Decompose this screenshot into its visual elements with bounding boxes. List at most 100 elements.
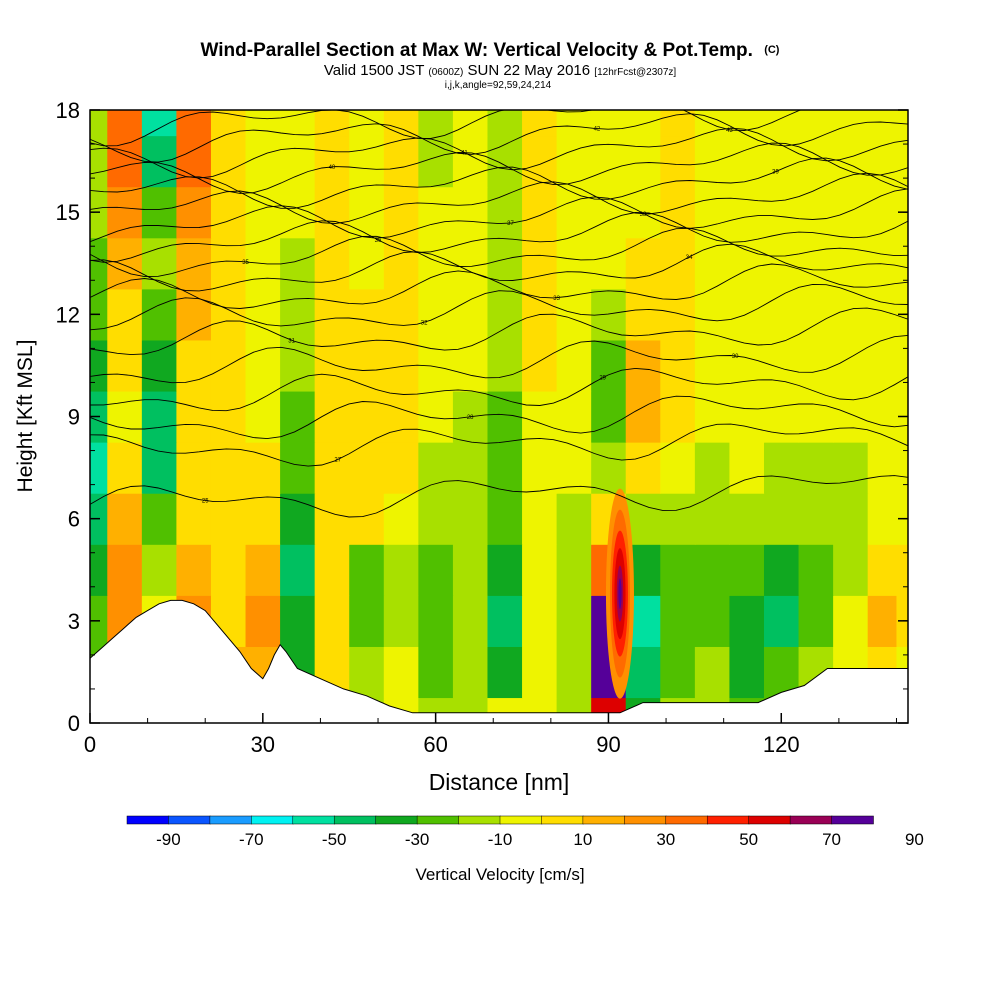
x-tick-label: 30	[251, 732, 275, 757]
colorbar-swatch	[748, 815, 791, 825]
velocity-cell	[314, 390, 350, 443]
x-tick-label: 60	[423, 732, 447, 757]
velocity-cell	[591, 339, 627, 392]
velocity-cell	[210, 390, 247, 443]
theta-contour	[90, 212, 908, 263]
x-tick-label: 0	[84, 732, 96, 757]
velocity-cell	[798, 186, 834, 239]
colorbar-tick-label: 90	[905, 830, 924, 849]
theta-contour-label: 30	[732, 354, 739, 360]
velocity-cell	[833, 595, 869, 647]
y-tick-label: 15	[56, 200, 80, 225]
theta-contour-label: 38	[640, 212, 647, 218]
velocity-cell	[107, 237, 143, 290]
colorbar-label: Vertical Velocity [cm/s]	[415, 865, 584, 884]
colorbar-tick-label: 10	[573, 830, 592, 849]
velocity-cell	[245, 288, 281, 341]
velocity-cell	[867, 544, 898, 596]
velocity-cell	[729, 646, 765, 699]
colorbar-swatch	[499, 815, 543, 825]
velocity-cell	[349, 544, 385, 596]
theta-contour	[90, 283, 908, 331]
velocity-cell	[383, 237, 419, 290]
x-tick-label: 90	[596, 732, 620, 757]
x-axis-label: Distance [nm]	[429, 769, 570, 795]
velocity-cell	[487, 110, 523, 137]
velocity-cell	[522, 493, 558, 545]
velocity-cell	[660, 646, 696, 699]
theta-contour-label: 31	[288, 338, 295, 344]
velocity-cell	[694, 544, 731, 596]
velocity-cell	[141, 186, 178, 239]
velocity-cell	[522, 110, 558, 137]
velocity-cell	[383, 442, 419, 494]
velocity-cell	[452, 646, 489, 699]
colorbar-tick-label: -50	[322, 830, 347, 849]
velocity-features	[605, 488, 634, 699]
valid-zulu: (0600Z)	[428, 67, 463, 78]
theta-contour	[90, 157, 908, 209]
velocity-cell	[314, 493, 350, 545]
velocity-cell	[729, 110, 765, 137]
velocity-cell	[763, 186, 800, 239]
velocity-cell	[729, 442, 765, 494]
colorbar-tick-label: -70	[239, 830, 264, 849]
velocity-cell	[107, 493, 143, 545]
velocity-cell	[833, 135, 869, 188]
theta-contour-label: 28	[467, 415, 474, 421]
velocity-cell	[660, 595, 696, 647]
velocity-cell	[763, 595, 800, 647]
velocity-cell	[418, 595, 454, 647]
velocity-cell	[280, 135, 316, 188]
theta-contour-label: 35	[242, 260, 249, 266]
valid-forecast: [12hrFcst@2307z]	[594, 67, 676, 78]
theta-contour	[90, 110, 803, 147]
velocity-cell	[896, 110, 908, 137]
velocity-cell	[349, 442, 385, 494]
velocity-cell	[176, 493, 212, 545]
theta-contour	[90, 395, 908, 440]
velocity-cell	[141, 339, 178, 392]
velocity-cell	[210, 135, 247, 188]
velocity-cell	[107, 288, 143, 341]
velocity-cell	[896, 442, 908, 494]
velocity-cell	[487, 339, 523, 392]
velocity-cell	[176, 442, 212, 494]
velocity-cell	[280, 442, 316, 494]
velocity-cell	[625, 646, 661, 699]
velocity-cell	[694, 186, 731, 239]
velocity-cell	[487, 595, 523, 647]
velocity-cell	[314, 135, 350, 188]
velocity-cell	[487, 135, 523, 188]
velocity-cell	[141, 390, 178, 443]
velocity-cell	[349, 595, 385, 647]
colorbar-swatch	[292, 815, 335, 825]
velocity-cell	[591, 390, 627, 443]
theta-contour	[90, 243, 908, 292]
velocity-cell	[867, 442, 898, 494]
velocity-cell	[210, 288, 247, 341]
velocity-cell	[591, 186, 627, 239]
updraft-core	[618, 578, 622, 609]
velocity-cell	[798, 288, 834, 341]
velocity-cell	[556, 110, 592, 137]
velocity-cell	[418, 186, 454, 239]
colorbar-swatch	[375, 815, 418, 825]
velocity-cell	[591, 237, 627, 290]
theta-contour-label: 37	[507, 221, 514, 227]
velocity-cell	[522, 544, 558, 596]
velocity-cell	[245, 339, 281, 392]
velocity-cell	[418, 544, 454, 596]
theta-contour	[90, 113, 908, 163]
y-tick-label: 12	[56, 302, 80, 327]
theta-contour	[90, 307, 908, 356]
velocity-cell	[833, 493, 869, 545]
theta-contour-label: 25	[202, 499, 209, 505]
theta-contour-label: 27	[334, 458, 341, 464]
velocity-cell	[867, 186, 898, 239]
colorbar-swatch	[126, 815, 170, 825]
velocity-cell	[245, 544, 281, 596]
velocity-cell	[107, 110, 143, 137]
